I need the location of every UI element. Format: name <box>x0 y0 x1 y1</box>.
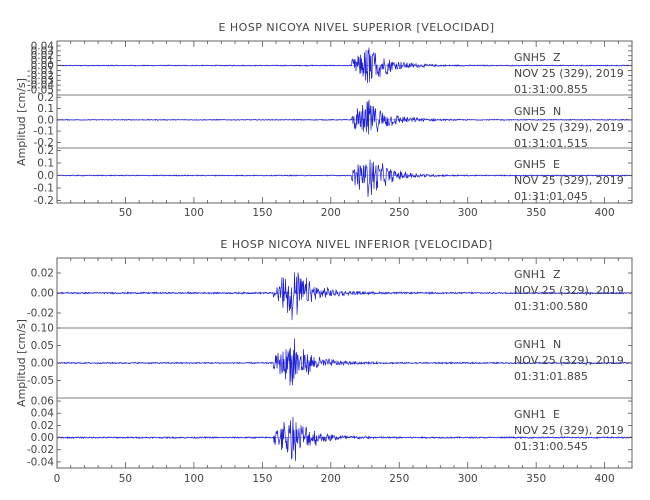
y-tick-label: -0.02 <box>27 444 54 456</box>
x-tick-label: 200 <box>321 207 341 219</box>
record-time: 01:31:00.855 <box>514 83 588 96</box>
component-code: N <box>553 105 561 118</box>
component-code: N <box>553 338 561 351</box>
y-tick-label: 0.02 <box>31 268 54 280</box>
y-tick-label: 0.06 <box>31 396 55 408</box>
station-code: GNH1 <box>514 408 546 421</box>
y-tick-label: 0.1 <box>37 103 54 115</box>
y-tick-label: -0.02 <box>27 70 54 82</box>
x-tick-label: 50 <box>119 207 132 219</box>
component-code: E <box>553 158 560 171</box>
record-date: NOV 25 (329), 2019 <box>514 121 624 134</box>
y-tick-label: -0.04 <box>27 456 54 468</box>
y-tick-label: 0.03 <box>31 45 54 57</box>
y-tick-label: -0.02 <box>27 308 54 320</box>
x-tick-label: 300 <box>458 207 478 219</box>
y-tick-label: -0.2 <box>34 137 55 149</box>
y-tick-label: 0.00 <box>31 358 54 370</box>
station-code: GNH1 <box>514 338 546 351</box>
y-tick-label: 0.00 <box>31 60 54 72</box>
x-tick-label: 250 <box>389 207 409 219</box>
x-tick-label: 350 <box>526 473 546 485</box>
record-time: 01:31:00.545 <box>514 440 588 453</box>
record-date: NOV 25 (329), 2019 <box>514 284 624 297</box>
x-tick-label: 300 <box>458 473 478 485</box>
x-tick-label: 400 <box>595 207 615 219</box>
x-tick-label: 100 <box>184 207 204 219</box>
text-layer: E HOSP NICOYA NIVEL SUPERIOR [VELOCIDAD]… <box>15 21 624 485</box>
x-tick-label: 350 <box>526 207 546 219</box>
y-tick-label: -0.04 <box>27 80 54 92</box>
y-tick-label: 0.0 <box>37 170 54 182</box>
panel-title: E HOSP NICOYA NIVEL SUPERIOR [VELOCIDAD] <box>218 21 494 34</box>
y-axis-label: Amplitud [cm/s] <box>15 319 28 407</box>
y-tick-label: 0.02 <box>31 50 54 62</box>
y-tick-label: 0.04 <box>31 408 55 420</box>
y-tick-label: 0.1 <box>37 158 54 170</box>
y-tick-label: 0.05 <box>31 340 54 352</box>
y-tick-label: -0.2 <box>34 195 55 207</box>
station-code: GNH5 <box>514 105 546 118</box>
record-date: NOV 25 (329), 2019 <box>514 67 624 80</box>
record-time: 01:31:00.580 <box>514 300 588 313</box>
y-tick-label: 0.10 <box>31 323 54 335</box>
y-tick-label: -0.01 <box>27 65 54 77</box>
y-axis-label: Amplitud [cm/s] <box>15 78 28 166</box>
record-time: 01:31:01.515 <box>514 137 588 150</box>
y-tick-label: -0.1 <box>34 183 55 195</box>
station-code: GNH5 <box>514 158 546 171</box>
component-code: Z <box>553 268 561 281</box>
record-date: NOV 25 (329), 2019 <box>514 354 624 367</box>
record-time: 01:31:01.045 <box>514 190 588 203</box>
panel-title: E HOSP NICOYA NIVEL INFERIOR [VELOCIDAD] <box>220 238 492 251</box>
y-tick-label: 0.04 <box>31 40 55 52</box>
axes-layer <box>56 40 633 469</box>
y-tick-label: 0.2 <box>37 92 54 104</box>
y-tick-label: -0.03 <box>27 75 54 87</box>
record-date: NOV 25 (329), 2019 <box>514 424 624 437</box>
component-code: E <box>553 408 560 421</box>
traces-layer <box>56 47 633 462</box>
y-tick-label: 0.02 <box>31 420 54 432</box>
y-tick-label: 0.00 <box>31 432 54 444</box>
y-tick-label: 0.01 <box>31 55 54 67</box>
x-tick-label: 100 <box>184 473 204 485</box>
y-tick-label: 0.0 <box>37 114 54 126</box>
y-tick-label: -0.1 <box>34 126 55 138</box>
x-tick-label: 0 <box>54 473 61 485</box>
x-tick-label: 200 <box>321 473 341 485</box>
x-tick-label: 150 <box>252 473 272 485</box>
component-code: Z <box>553 51 561 64</box>
x-tick-label: 50 <box>119 473 132 485</box>
x-tick-label: 250 <box>389 473 409 485</box>
record-time: 01:31:01.885 <box>514 370 588 383</box>
y-tick-label: -0.05 <box>27 375 54 387</box>
x-tick-label: 400 <box>595 473 615 485</box>
station-code: GNH1 <box>514 268 546 281</box>
y-tick-label: 0.2 <box>37 145 54 157</box>
station-code: GNH5 <box>514 51 546 64</box>
record-date: NOV 25 (329), 2019 <box>514 174 624 187</box>
y-tick-label: -0.05 <box>27 85 54 97</box>
y-tick-label: 0.00 <box>31 288 54 300</box>
x-tick-label: 150 <box>252 207 272 219</box>
